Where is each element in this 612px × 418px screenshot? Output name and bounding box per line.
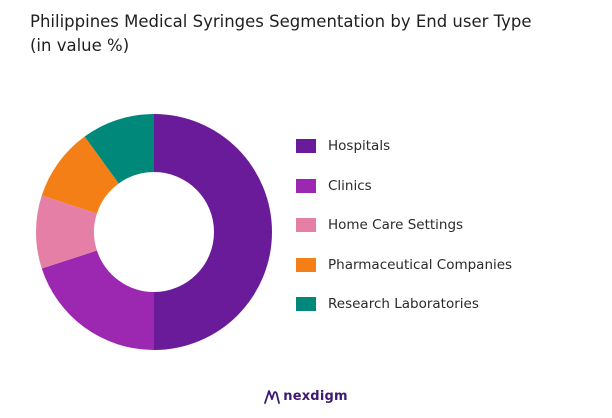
brand-name: nexdigm [283,389,348,404]
brand-footer: nexdigm [0,389,612,404]
legend-label: Clinics [328,177,372,194]
slice-home-care-settings [35,195,97,269]
legend-swatch [296,218,316,232]
slice-clinics [41,250,154,350]
nexdigm-logo-icon [264,389,281,404]
legend-item-pharmaceutical-companies: Pharmaceutical Companies [296,255,512,275]
legend-swatch [296,178,316,193]
chart-title-line-1: Philippines Medical Syringes Segmentatio… [30,12,532,31]
legend-label: Research Laboratories [328,296,479,312]
legend-swatch [296,297,316,311]
slice-hospitals [154,114,272,350]
legend-label: Hospitals [328,138,391,154]
slice-research-laboratories [84,114,154,184]
legend-swatch [296,257,316,272]
legend-item-clinics: Clinics [296,176,372,196]
legend-item-research-laboratories: Research Laboratories [296,294,479,314]
legend-item-hospitals: Hospitals [296,136,390,156]
legend-label: Pharmaceutical Companies [328,256,513,273]
chart-title-line-2: (in value %) [30,36,130,55]
legend-swatch [296,139,316,153]
legend-label: Home Care Settings [328,217,464,233]
legend-item-home-care-settings: Home Care Settings [296,215,463,235]
slice-pharmaceutical-companies [41,136,119,214]
chart-title: Philippines Medical Syringes Segmentatio… [30,10,600,58]
